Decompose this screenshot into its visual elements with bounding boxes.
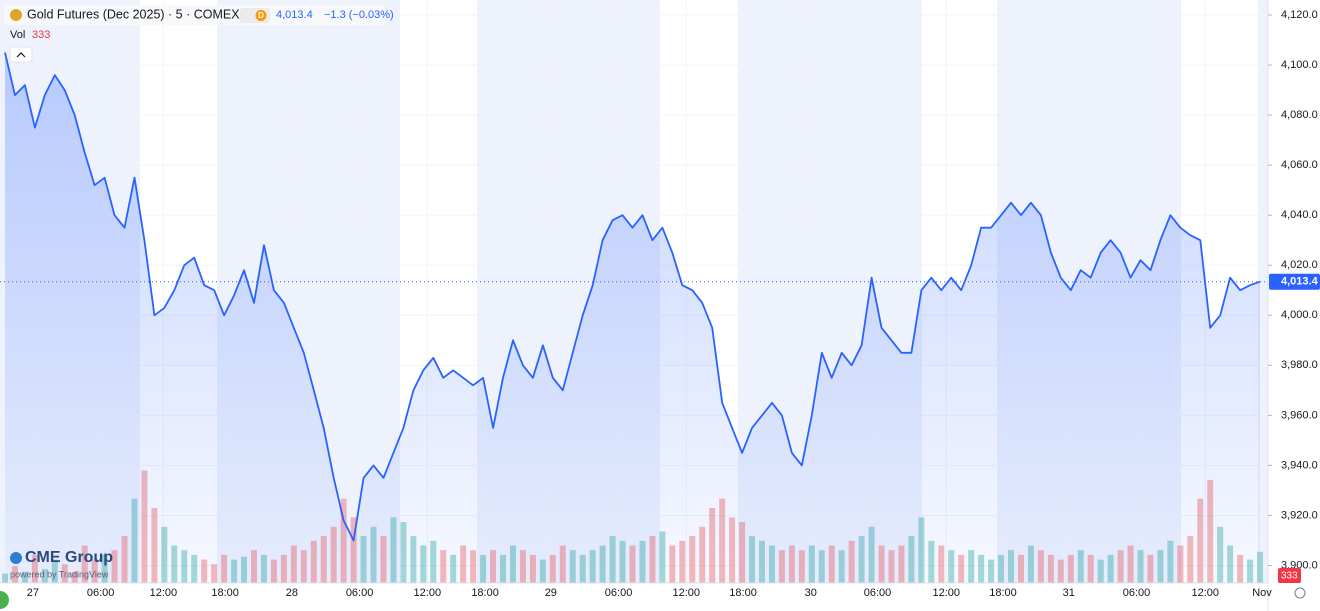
collapse-button[interactable] <box>9 46 33 63</box>
x-tick-label: 18:00 <box>729 587 757 599</box>
price-change: −1.3 (−0.03%) <box>324 9 394 21</box>
last-price: 4,013.4 <box>276 9 313 21</box>
y-tick-label: 4,120.0 <box>1281 9 1318 21</box>
price-area <box>5 52 1260 583</box>
x-tick-label: Nov <box>1252 587 1272 599</box>
settings-icon[interactable] <box>1294 587 1306 599</box>
x-tick-label: 31 <box>1063 587 1075 599</box>
volume-bar <box>1 573 8 583</box>
volume-legend: Vol <box>10 29 25 41</box>
powered-by: powered by TradingView <box>10 569 109 579</box>
y-tick-label: 4,040.0 <box>1281 209 1318 221</box>
badge-circle <box>255 10 267 21</box>
plot <box>0 52 1268 583</box>
x-tick-label: 12:00 <box>414 587 442 599</box>
logo-icon <box>10 552 22 564</box>
x-tick-label: 28 <box>286 587 298 599</box>
x-tick-label: 12:00 <box>933 587 961 599</box>
y-tick-label: 3,980.0 <box>1281 359 1318 371</box>
x-tick-label: 29 <box>545 587 557 599</box>
x-tick-label: 06:00 <box>605 587 633 599</box>
volume-bar <box>1257 551 1264 583</box>
x-tick-label: 12:00 <box>150 587 178 599</box>
x-tick-label: 06:00 <box>1123 587 1151 599</box>
y-tick-label: 4,000.0 <box>1281 309 1318 321</box>
x-tick-label: 30 <box>805 587 817 599</box>
legend-bg <box>4 5 386 25</box>
price-line <box>4 52 1261 542</box>
x-tick-label: 12:00 <box>673 587 701 599</box>
x-tick-label: 27 <box>27 587 39 599</box>
y-tick-label: 3,940.0 <box>1281 459 1318 471</box>
axes: 3,900.03,920.03,940.03,960.03,980.04,000… <box>27 9 1320 599</box>
symbol-icon <box>10 9 22 21</box>
session-band <box>1258 0 1268 583</box>
collapse-icon <box>16 52 26 58</box>
volume-tag <box>1278 568 1301 583</box>
volume-value: 333 <box>32 29 50 41</box>
y-tick-label: 3,920.0 <box>1281 509 1318 521</box>
x-tick-label: 12:00 <box>1191 587 1219 599</box>
last-price-tag <box>1269 273 1320 290</box>
y-tick-label: 4,080.0 <box>1281 109 1318 121</box>
x-tick-label: 06:00 <box>346 587 374 599</box>
y-tick-label: 3,960.0 <box>1281 409 1318 421</box>
x-tick-label: 06:00 <box>87 587 115 599</box>
last-price-tag-label: 4,013.4 <box>1281 276 1319 288</box>
x-tick-label: 06:00 <box>864 587 892 599</box>
y-tick-label: 4,100.0 <box>1281 59 1318 71</box>
x-tick-label: 18:00 <box>471 587 499 599</box>
badge: D <box>258 11 264 20</box>
y-tick-label: 4,020.0 <box>1281 259 1318 271</box>
x-tick-label: 18:00 <box>989 587 1017 599</box>
y-tick-label: 4,060.0 <box>1281 159 1318 171</box>
corner-badge[interactable] <box>0 591 9 609</box>
logo: CME Group <box>25 549 113 566</box>
x-tick-label: 18:00 <box>211 587 239 599</box>
volume-tag-label: 333 <box>1281 571 1298 582</box>
symbol-title[interactable]: Gold Futures (Dec 2025) · 5 · COMEX <box>27 7 240 21</box>
